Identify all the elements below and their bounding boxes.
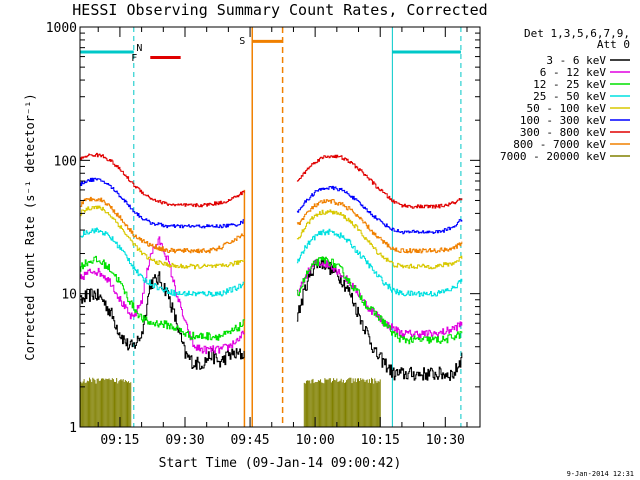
annotation-label: N: [136, 43, 142, 54]
legend-header: Att 0: [597, 38, 630, 51]
legend-label: 300 - 800 keV: [520, 126, 606, 139]
legend-header: Det 1,3,5,6,7,9,: [524, 27, 630, 40]
series-line: [296, 256, 463, 345]
series-line: [296, 228, 463, 297]
legend-label: 7000 - 20000 keV: [500, 150, 606, 163]
x-tick-label: 09:30: [165, 433, 204, 448]
series-line: [296, 185, 463, 235]
y-tick-label: 1: [69, 421, 77, 436]
series-line: [296, 259, 463, 339]
legend-label: 100 - 300 keV: [520, 114, 606, 127]
x-tick-label: 10:30: [426, 433, 465, 448]
annotation-label: F: [131, 53, 137, 64]
x-axis-label: Start Time (09-Jan-14 09:00:42): [159, 456, 402, 471]
series-line: [80, 271, 245, 370]
axes-layer: 1 10 100 1000 09:15 09:30 09:45 10:00 10:15 10:30: [46, 21, 480, 448]
legend-label: 12 - 25 keV: [533, 78, 606, 91]
footer-date: 9-Jan-2014 12:31: [567, 470, 634, 478]
legend-label: 3 - 6 keV: [546, 54, 606, 67]
legend-label: 6 - 12 keV: [540, 66, 607, 79]
annotation-label: S: [239, 36, 245, 47]
x-tick-label: 10:00: [296, 433, 335, 448]
y-tick-label: 1000: [46, 21, 77, 36]
x-tick-label: 10:15: [361, 433, 400, 448]
y-axis-label: Corrected Count Rate (s⁻¹ detector⁻¹): [23, 93, 37, 360]
series-line: [80, 196, 245, 254]
legend-label: 25 - 50 keV: [533, 90, 606, 103]
series-line: [80, 177, 244, 229]
series-layer: [80, 152, 463, 427]
series-line: [80, 205, 245, 270]
plot-frame: [79, 26, 481, 428]
series-line: [80, 255, 245, 341]
y-tick-label: 10: [61, 288, 77, 303]
interval-markers: [80, 27, 462, 427]
annotations-layer: NF S: [131, 36, 245, 64]
x-tick-label: 09:15: [100, 433, 139, 448]
series-line: [296, 199, 463, 254]
legend-label: 50 - 100 keV: [527, 102, 607, 115]
series-line: [296, 154, 463, 209]
legend-label: 800 - 7000 keV: [513, 138, 606, 151]
chart-title: HESSI Observing Summary Count Rates, Cor…: [72, 1, 487, 19]
series-line: [80, 227, 245, 297]
y-tick-label: 100: [54, 154, 77, 169]
series-line: [80, 152, 245, 208]
series-line: [80, 236, 245, 355]
series-line: [296, 209, 463, 270]
x-tick-label: 09:45: [230, 433, 269, 448]
series-line: [296, 257, 463, 381]
